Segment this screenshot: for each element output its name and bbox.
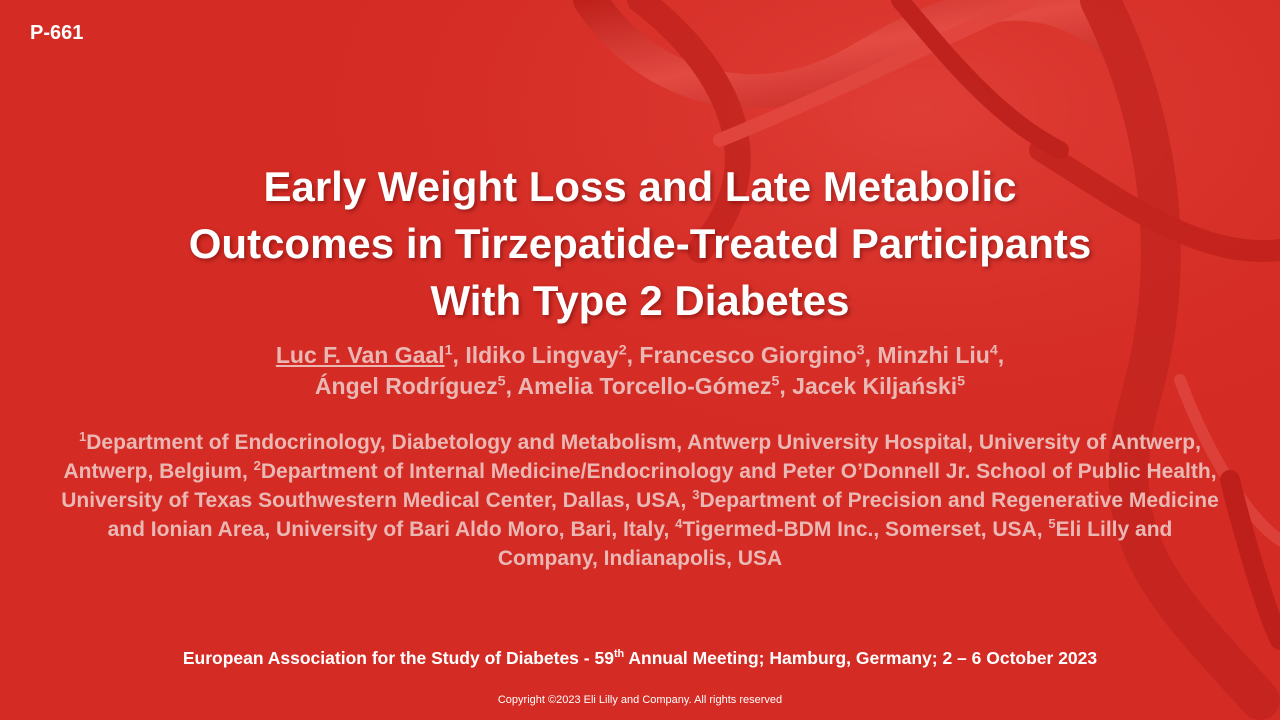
author-line-2: Ángel Rodríguez5, Amelia Torcello-Gómez5… xyxy=(100,371,1180,402)
author-name: Ildiko Lingvay xyxy=(465,342,619,368)
author-sup: 4 xyxy=(989,342,998,359)
affiliation-text: Eli Lilly and Company, Indianapolis, USA xyxy=(497,518,1173,570)
affiliation-sup: 2 xyxy=(253,458,261,473)
title-line-1: Early Weight Loss and Late Metabolic xyxy=(263,163,1017,210)
affiliation-sup: 1 xyxy=(79,429,87,444)
author-sep: , xyxy=(864,342,878,368)
meeting-sup: th xyxy=(613,648,625,661)
affiliation-sup: 3 xyxy=(692,487,700,502)
poster-id: P-661 xyxy=(30,22,84,44)
author-name: Amelia Torcello-Gómez xyxy=(517,373,772,399)
author-presenter: Luc F. Van Gaal xyxy=(275,342,445,368)
author-sep: , xyxy=(626,342,640,368)
poster-title: Early Weight Loss and Late Metabolic Out… xyxy=(60,158,1220,329)
affiliation-text: Tigermed-BDM Inc., Somerset, USA, xyxy=(682,518,1049,541)
author-name: Minzhi Liu xyxy=(877,342,990,368)
author-sup: 2 xyxy=(618,342,627,359)
affiliation-text: Department of Internal Medicine/Endocrin… xyxy=(61,460,1217,512)
affiliations: 1Department of Endocrinology, Diabetolog… xyxy=(60,428,1220,573)
author-sep: , xyxy=(505,373,518,399)
meeting-info: European Association for the Study of Di… xyxy=(40,648,1240,669)
author-sep: , xyxy=(997,342,1005,368)
affiliation-sup: 4 xyxy=(675,516,683,531)
affiliation-sup: 5 xyxy=(1048,516,1056,531)
author-sup: 5 xyxy=(497,373,506,390)
author-list: Luc F. Van Gaal1, Ildiko Lingvay2, Franc… xyxy=(100,340,1180,402)
meeting-post: Annual Meeting; Hamburg, Germany; 2 – 6 … xyxy=(624,648,1098,668)
author-sup: 5 xyxy=(771,373,780,390)
author-name: Jacek Kiljański xyxy=(792,373,958,399)
author-sep: , xyxy=(779,373,793,399)
author-sup: 3 xyxy=(856,342,865,359)
title-line-3: With Type 2 Diabetes xyxy=(430,277,850,324)
author-sep: , xyxy=(452,342,466,368)
author-name: Ángel Rodríguez xyxy=(314,373,498,399)
copyright-notice: Copyright ©2023 Eli Lilly and Company. A… xyxy=(497,694,783,706)
affiliation-text: Department of Endocrinology, Diabetology… xyxy=(63,431,1201,483)
author-line-1: Luc F. Van Gaal1, Ildiko Lingvay2, Franc… xyxy=(100,340,1180,371)
author-name: Francesco Giorgino xyxy=(639,342,857,368)
title-line-2: Outcomes in Tirzepatide-Treated Particip… xyxy=(188,220,1092,267)
author-sup: 1 xyxy=(444,342,453,359)
meeting-pre: European Association for the Study of Di… xyxy=(182,648,614,668)
affiliation-text: Department of Precision and Regenerative… xyxy=(107,489,1219,541)
author-sup: 5 xyxy=(957,373,966,390)
